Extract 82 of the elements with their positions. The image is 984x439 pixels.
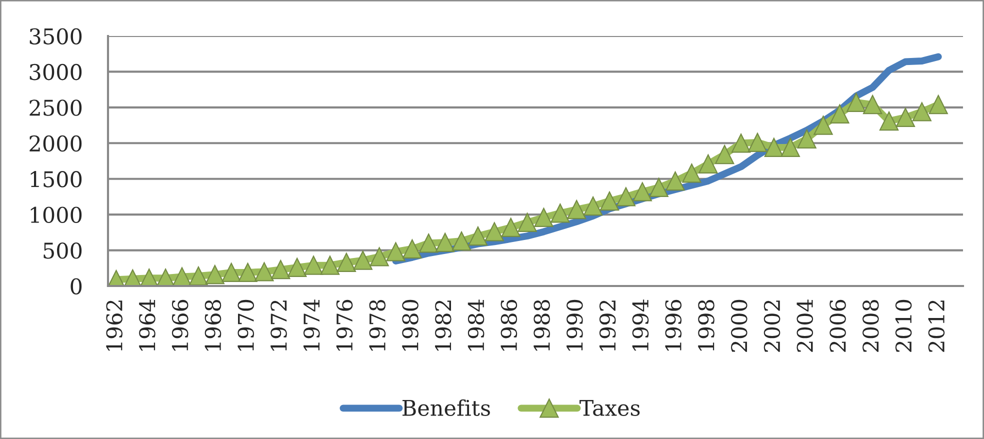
x-tick-label: 1988 — [534, 300, 550, 351]
point — [682, 164, 702, 183]
point — [764, 138, 784, 158]
point — [715, 144, 734, 164]
x-tick-label: 1996 — [665, 300, 682, 351]
y-tick-label: 1500 — [30, 171, 82, 188]
x-tick-label: 1964 — [139, 300, 156, 351]
point — [846, 92, 866, 112]
x-tick-label: 1968 — [204, 300, 222, 351]
point — [402, 239, 422, 258]
legend-label: Benefits — [402, 399, 490, 416]
point — [205, 264, 224, 284]
point — [452, 231, 472, 251]
y-tick-label: 3000 — [30, 64, 82, 80]
x-tick-label: 1990 — [566, 300, 583, 351]
point — [370, 247, 389, 266]
point — [600, 191, 620, 211]
x-tick-label: 1998 — [698, 300, 714, 351]
point — [797, 129, 816, 148]
x-tick-label: 1978 — [369, 300, 386, 351]
point — [534, 208, 554, 228]
x-tick-label: 1982 — [435, 300, 452, 351]
point — [188, 266, 208, 286]
x-tick-label: 1984 — [468, 300, 484, 351]
x-tick-label: 1974 — [303, 300, 320, 351]
x-tick-label: 1994 — [632, 300, 649, 351]
x-tick-label: 1962 — [106, 300, 122, 351]
point — [862, 94, 882, 114]
x-tick-label: 2012 — [928, 300, 945, 352]
y-tick-label: 500 — [44, 242, 82, 259]
point — [748, 132, 768, 152]
point — [928, 94, 948, 114]
point — [550, 204, 570, 223]
x-tick-label: 2006 — [830, 300, 846, 352]
point — [632, 182, 652, 202]
y-tick-label: 0 — [70, 278, 82, 294]
point — [649, 178, 668, 198]
x-tick-label: 1970 — [238, 300, 254, 351]
point — [320, 256, 340, 275]
x-tick-label: 1992 — [599, 300, 616, 351]
x-tick-label: 2010 — [895, 300, 912, 352]
point — [567, 200, 586, 220]
x-tick-label: 2002 — [764, 300, 780, 352]
x-tick-label: 2000 — [730, 300, 748, 352]
point — [616, 187, 636, 206]
y-tick-label: 3500 — [30, 28, 82, 44]
point — [698, 154, 718, 174]
x-tick-label: 1966 — [172, 300, 188, 351]
x-tick-label: 2004 — [796, 300, 814, 352]
x-tick-label: 1980 — [402, 300, 418, 351]
point — [731, 134, 751, 153]
point — [912, 102, 932, 122]
x-tick-label: 1976 — [336, 300, 353, 351]
point — [814, 116, 833, 135]
y-tick-label: 2000 — [30, 135, 82, 152]
point — [468, 226, 488, 246]
point — [353, 250, 372, 270]
point — [419, 234, 438, 253]
point — [666, 171, 685, 191]
point — [336, 252, 356, 272]
x-tick-label: 2008 — [862, 300, 879, 352]
point — [271, 260, 290, 280]
point — [879, 111, 899, 131]
point — [830, 104, 850, 124]
x-tick-label: 1986 — [500, 300, 518, 351]
point — [780, 138, 800, 158]
point — [484, 222, 504, 242]
point — [518, 212, 537, 232]
x-tick-label: 1972 — [270, 300, 287, 351]
y-tick-label: 1000 — [30, 206, 82, 224]
point — [435, 232, 455, 252]
point — [501, 218, 520, 238]
point — [238, 262, 258, 282]
point — [254, 262, 274, 282]
point — [304, 256, 324, 275]
point — [288, 258, 307, 278]
y-tick-label: 2500 — [30, 100, 82, 116]
legend-label: Taxes — [580, 400, 640, 416]
point — [222, 262, 241, 282]
point — [386, 242, 406, 262]
point — [896, 108, 916, 128]
point — [583, 196, 603, 216]
